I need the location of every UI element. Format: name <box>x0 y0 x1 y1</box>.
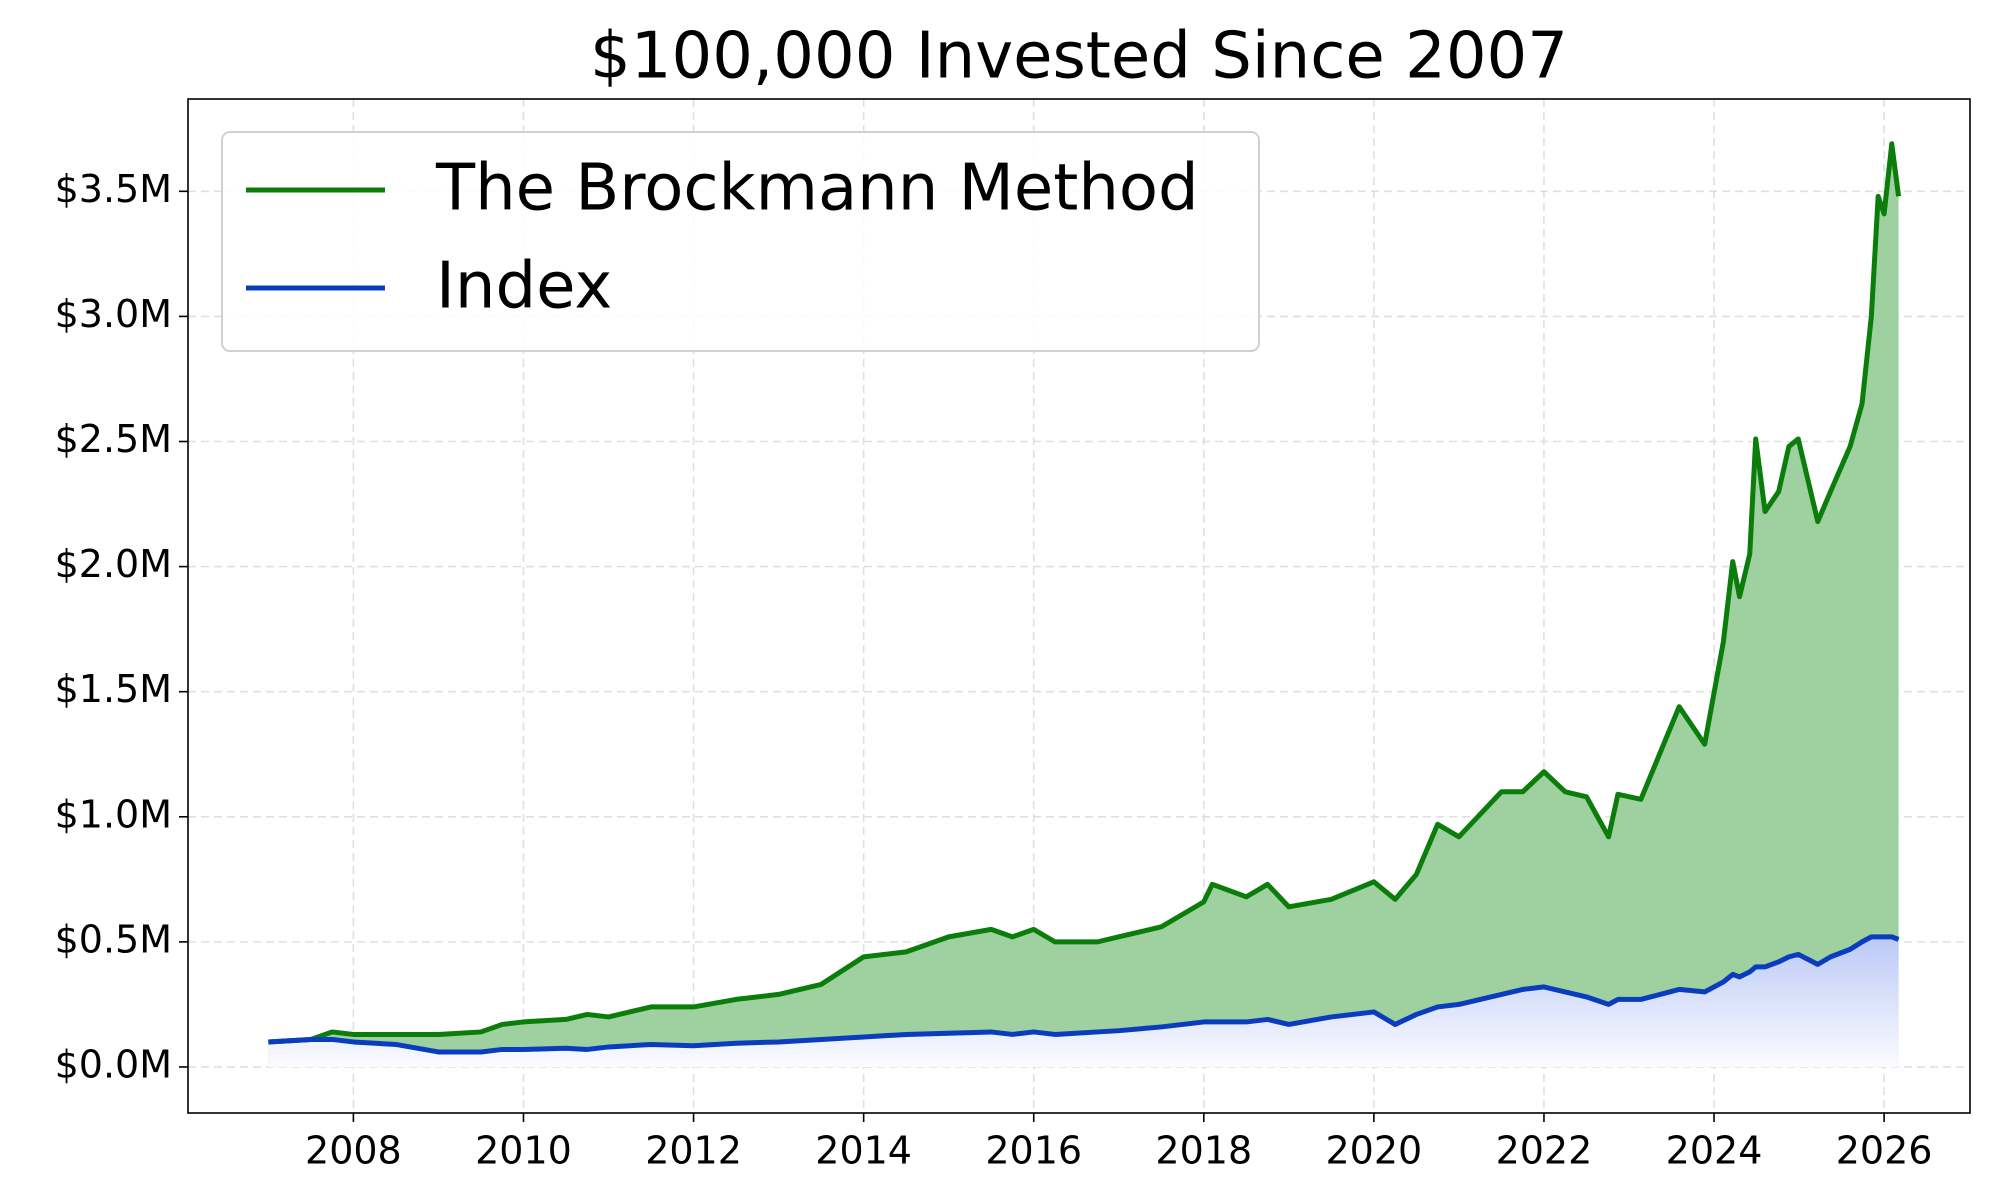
axes: $0.0M $0.5M $1.0M $1.5M $2.0M $2.5M $3.0M $3.5M… <box>55 167 1933 1173</box>
x-tick-label: 2020 <box>1326 1129 1423 1173</box>
x-tick-label: 2010 <box>475 1129 572 1173</box>
area <box>268 143 1899 1067</box>
x-tick-label: 2016 <box>985 1129 1082 1173</box>
y-tick-label: $3.5M <box>55 167 172 211</box>
legend: The Brockmann Method Index <box>221 131 1260 352</box>
line <box>268 934 1900 1055</box>
x-tick-label: 2024 <box>1666 1129 1763 1173</box>
y-tick-label: $0.5M <box>55 917 172 961</box>
legend-box <box>221 131 1260 352</box>
y-tick-label: $2.0M <box>55 542 172 586</box>
chart-title: $100,000 Invested Since 2007 <box>590 20 1568 94</box>
lines <box>268 141 1902 1055</box>
y-tick-label: $2.5M <box>55 417 172 461</box>
area <box>268 936 1899 1067</box>
y-tick-label: $3.0M <box>55 292 172 336</box>
legend-label: The Brockmann Method <box>435 152 1199 226</box>
y-tick-label: $1.0M <box>55 792 172 836</box>
plot-frame <box>187 98 1971 1114</box>
y-tick-label: $0.0M <box>55 1042 172 1086</box>
x-tick-label: 2022 <box>1496 1129 1593 1173</box>
x-tick-label: 2018 <box>1155 1129 1252 1173</box>
x-tick-label: 2026 <box>1836 1129 1933 1173</box>
line <box>268 141 1902 1045</box>
legend-label: Index <box>436 250 612 324</box>
areas <box>268 143 1899 1067</box>
x-tick-label: 2012 <box>645 1129 742 1173</box>
x-tick-label: 2014 <box>815 1129 912 1173</box>
x-tick-label: 2008 <box>305 1129 402 1173</box>
y-tick-label: $1.5M <box>55 667 172 711</box>
